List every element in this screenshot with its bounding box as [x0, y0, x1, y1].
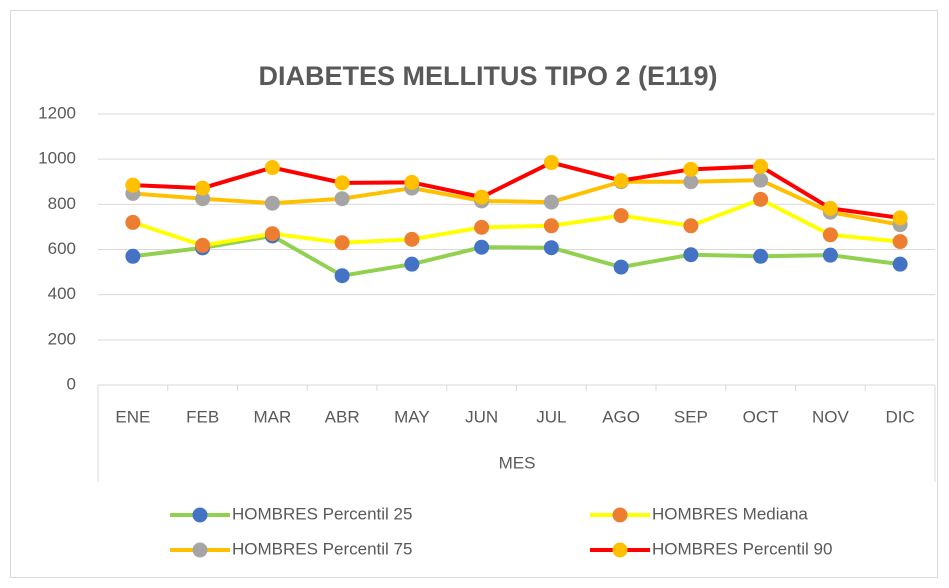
- data-point: [892, 256, 908, 272]
- data-point: [822, 200, 838, 216]
- legend-label: HOMBRES Percentil 75: [232, 539, 412, 558]
- data-point: [543, 240, 559, 256]
- data-point: [613, 208, 629, 224]
- data-point: [474, 219, 490, 235]
- legend-label: HOMBRES Mediana: [652, 504, 808, 523]
- data-point: [334, 191, 350, 207]
- y-tick-label: 800: [48, 194, 76, 213]
- data-point: [474, 239, 490, 255]
- data-point: [404, 174, 420, 190]
- x-tick-label: ENE: [115, 407, 150, 426]
- data-point: [613, 259, 629, 275]
- data-point: [264, 226, 280, 242]
- data-point: [474, 189, 490, 205]
- x-tick-label: JUL: [536, 407, 566, 426]
- legend-marker: [612, 507, 628, 523]
- legend-label: HOMBRES Percentil 90: [652, 539, 832, 558]
- x-tick-label: FEB: [186, 407, 219, 426]
- y-tick-label: 1200: [38, 103, 76, 122]
- data-point: [683, 247, 699, 263]
- x-tick-label: NOV: [812, 407, 850, 426]
- y-tick-label: 600: [48, 239, 76, 258]
- x-tick-label: OCT: [743, 407, 779, 426]
- data-point: [683, 161, 699, 177]
- data-point: [683, 218, 699, 234]
- y-tick-label: 0: [67, 374, 76, 393]
- data-point: [334, 175, 350, 191]
- x-tick-label: SEP: [674, 407, 708, 426]
- x-tick-label: MAY: [394, 407, 430, 426]
- x-tick-label: MAR: [253, 407, 291, 426]
- data-point: [543, 155, 559, 171]
- x-tick-label: AGO: [602, 407, 640, 426]
- legend-marker: [192, 542, 208, 558]
- y-tick-label: 400: [48, 284, 76, 303]
- data-point: [195, 180, 211, 196]
- x-tick-label: ABR: [325, 407, 360, 426]
- data-point: [892, 234, 908, 250]
- y-tick-label: 200: [48, 329, 76, 348]
- series-line: [132, 197, 901, 248]
- legend-marker: [192, 507, 208, 523]
- data-point: [753, 248, 769, 264]
- chart-title: DIABETES MELLITUS TIPO 2 (E119): [258, 61, 717, 91]
- data-point: [125, 177, 141, 193]
- data-point: [334, 268, 350, 284]
- data-point: [683, 174, 699, 190]
- data-point: [613, 173, 629, 189]
- data-point: [195, 191, 211, 207]
- data-point: [404, 256, 420, 272]
- y-tick-label: 1000: [38, 149, 76, 168]
- legend-label: HOMBRES Percentil 25: [232, 504, 412, 523]
- legend-marker: [612, 542, 628, 558]
- data-point: [125, 214, 141, 230]
- data-point: [892, 210, 908, 226]
- x-axis-title: MES: [499, 453, 536, 472]
- data-point: [753, 172, 769, 188]
- data-point: [543, 194, 559, 210]
- x-tick-label: JUN: [465, 407, 498, 426]
- x-tick-label: DIC: [885, 407, 914, 426]
- data-point: [822, 227, 838, 243]
- series-line: [132, 160, 901, 220]
- series-line: [132, 233, 901, 278]
- data-point: [753, 191, 769, 207]
- series-line: [132, 178, 901, 227]
- data-point: [334, 235, 350, 251]
- data-point: [195, 237, 211, 253]
- data-point: [753, 158, 769, 174]
- data-point: [264, 195, 280, 211]
- data-point: [125, 248, 141, 264]
- data-point: [543, 218, 559, 234]
- category-frame: [97, 385, 936, 482]
- chart-border: [10, 10, 938, 578]
- data-point: [404, 231, 420, 247]
- data-point: [822, 247, 838, 263]
- data-point: [264, 160, 280, 176]
